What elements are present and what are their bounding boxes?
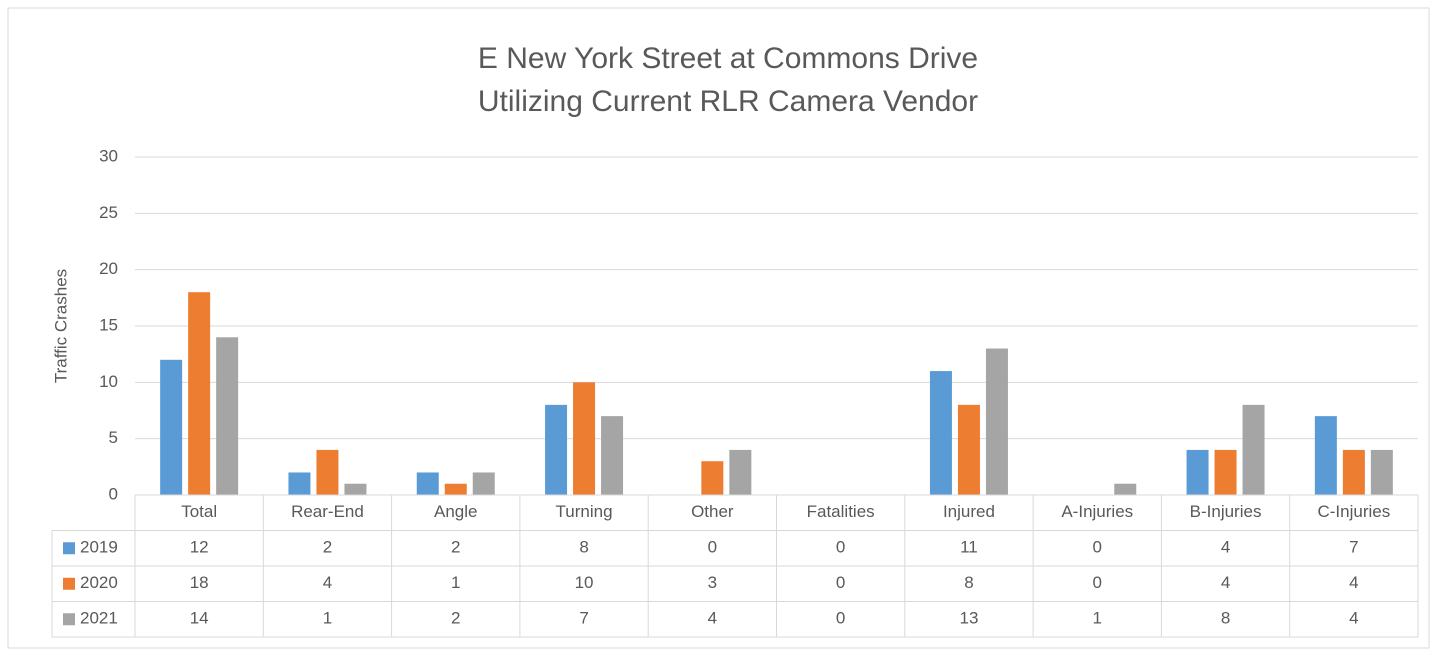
bar <box>1214 449 1237 495</box>
bar <box>1342 449 1365 495</box>
y-tick-label: 15 <box>99 315 118 334</box>
table-value: 4 <box>1349 609 1358 628</box>
legend-label: 2019 <box>80 538 118 557</box>
table-value: 7 <box>1349 538 1358 557</box>
table-value: 4 <box>1349 573 1358 592</box>
table-value: 0 <box>1093 538 1102 557</box>
chart-title: E New York Street at Commons Drive <box>478 42 978 75</box>
x-tick-label: C-Injuries <box>1317 502 1390 521</box>
table-value: 2 <box>323 538 332 557</box>
bar <box>188 292 211 495</box>
x-tick-label: Total <box>181 502 217 521</box>
x-tick-label: Other <box>691 502 734 521</box>
y-axis-label: Traffic Crashes <box>51 269 70 383</box>
table-value: 0 <box>836 573 845 592</box>
legend-label: 2020 <box>80 573 118 592</box>
legend-key <box>63 613 75 626</box>
bar <box>957 404 980 495</box>
table-value: 4 <box>708 609 717 628</box>
bar <box>601 416 624 495</box>
chart-subtitle: Utilizing Current RLR Camera Vendor <box>478 85 978 118</box>
table-value: 0 <box>836 609 845 628</box>
bar <box>444 483 467 495</box>
y-tick-label: 20 <box>99 259 118 278</box>
x-tick-label: Fatalities <box>807 502 875 521</box>
y-tick-label: 5 <box>109 428 118 447</box>
bar <box>160 359 183 495</box>
table-value: 13 <box>959 609 978 628</box>
y-tick-label: 0 <box>109 484 118 503</box>
table-value: 1 <box>323 609 332 628</box>
bar <box>416 472 439 495</box>
table-value: 8 <box>964 573 973 592</box>
table-value: 4 <box>323 573 332 592</box>
table-value: 4 <box>1221 538 1230 557</box>
bar <box>1242 404 1265 495</box>
y-tick-label: 25 <box>99 203 118 222</box>
table-value: 8 <box>579 538 588 557</box>
bar <box>701 461 724 495</box>
table-value: 11 <box>960 538 978 557</box>
bar <box>216 337 239 495</box>
x-tick-label: A-Injuries <box>1061 502 1133 521</box>
bar <box>929 371 952 495</box>
y-tick-label: 10 <box>99 372 118 391</box>
x-tick-label: Turning <box>556 502 613 521</box>
table-value: 4 <box>1221 573 1230 592</box>
table-value: 0 <box>1093 573 1102 592</box>
table-value: 0 <box>708 538 717 557</box>
bar <box>573 382 596 495</box>
bar <box>1314 416 1337 495</box>
bar <box>545 404 568 495</box>
table-value: 7 <box>579 609 588 628</box>
legend-label: 2021 <box>80 609 118 628</box>
bar <box>1370 449 1393 495</box>
table-value: 12 <box>190 538 209 557</box>
x-tick-label: Rear-End <box>291 502 364 521</box>
bar <box>985 348 1008 495</box>
table-value: 8 <box>1221 609 1230 628</box>
y-tick-label: 30 <box>99 146 118 165</box>
bar <box>472 472 495 495</box>
bar <box>1186 449 1209 495</box>
x-tick-label: Angle <box>434 502 477 521</box>
table-value: 18 <box>190 573 209 592</box>
table-value: 1 <box>451 573 460 592</box>
table-value: 2 <box>451 538 460 557</box>
table-value: 1 <box>1093 609 1102 628</box>
bar <box>316 449 339 495</box>
legend-key <box>63 542 75 555</box>
bar <box>729 449 752 495</box>
bar <box>344 483 367 495</box>
x-tick-label: B-Injuries <box>1190 502 1262 521</box>
table-value: 2 <box>451 609 460 628</box>
table-value: 14 <box>190 609 209 628</box>
table-value: 0 <box>836 538 845 557</box>
bar <box>288 472 311 495</box>
table-value: 10 <box>575 573 594 592</box>
table-value: 3 <box>708 573 717 592</box>
legend-key <box>63 577 75 590</box>
chart-border <box>7 7 1430 649</box>
bar <box>1114 483 1137 495</box>
x-tick-label: Injured <box>943 502 995 521</box>
